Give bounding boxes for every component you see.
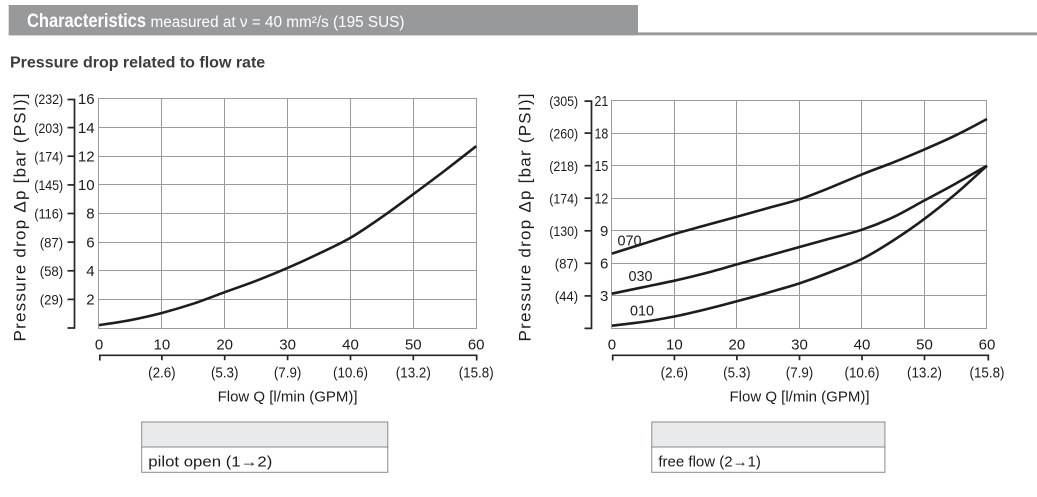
svg-text:(5.3): (5.3) (211, 366, 239, 382)
svg-text:Pressure drop Δp [bar (PSI)]: Pressure drop Δp [bar (PSI)] (516, 94, 535, 342)
svg-text:10: 10 (154, 337, 171, 354)
svg-text:Pressure drop Δp [bar (PSI)]: Pressure drop Δp [bar (PSI)] (11, 94, 30, 342)
svg-text:60: 60 (979, 337, 996, 354)
svg-text:(13.2): (13.2) (396, 366, 431, 382)
svg-text:14: 14 (78, 120, 95, 137)
svg-text:4: 4 (86, 263, 94, 280)
svg-text:(145): (145) (34, 177, 63, 193)
svg-text:Flow Q [l/min (GPM)]: Flow Q [l/min (GPM)] (218, 389, 358, 406)
svg-text:15: 15 (595, 158, 609, 175)
svg-text:030: 030 (629, 268, 653, 285)
svg-text:(305): (305) (549, 93, 578, 109)
svg-text:(15.8): (15.8) (459, 366, 494, 382)
svg-text:3: 3 (600, 288, 608, 305)
svg-text:Characteristics: Characteristics (27, 11, 146, 32)
svg-text:(87): (87) (40, 234, 64, 250)
svg-text:12: 12 (595, 190, 609, 207)
svg-text:Pressure drop related to flow: Pressure drop related to flow rate (10, 54, 265, 71)
svg-text:measured at ν = 40 mm²/s (195: measured at ν = 40 mm²/s (195 SUS) (151, 14, 405, 31)
svg-text:010: 010 (630, 302, 654, 319)
svg-text:(10.6): (10.6) (845, 366, 880, 382)
svg-text:40: 40 (854, 337, 871, 354)
svg-text:0: 0 (95, 337, 103, 354)
svg-text:16: 16 (78, 91, 95, 108)
svg-text:6: 6 (600, 256, 608, 273)
svg-text:(116): (116) (34, 206, 63, 222)
svg-text:070: 070 (618, 232, 642, 249)
svg-text:(29): (29) (40, 292, 64, 308)
svg-text:Flow Q [l/min (GPM)]: Flow Q [l/min (GPM)] (729, 389, 869, 406)
svg-text:(13.2): (13.2) (907, 366, 942, 382)
svg-text:(218): (218) (549, 158, 578, 174)
svg-text:(174): (174) (34, 148, 63, 164)
svg-text:(130): (130) (549, 223, 578, 239)
svg-text:(2.6): (2.6) (148, 366, 176, 382)
svg-text:12: 12 (78, 148, 95, 165)
svg-text:0: 0 (608, 337, 616, 354)
svg-text:pilot open (1→2): pilot open (1→2) (148, 453, 272, 470)
svg-text:(203): (203) (34, 120, 63, 136)
svg-text:60: 60 (468, 337, 485, 354)
svg-text:(7.9): (7.9) (274, 366, 302, 382)
svg-text:40: 40 (342, 337, 359, 354)
svg-text:21: 21 (595, 93, 609, 110)
svg-text:(174): (174) (549, 190, 578, 206)
svg-text:(232): (232) (34, 91, 63, 107)
svg-text:(260): (260) (549, 125, 578, 141)
svg-text:18: 18 (595, 125, 609, 142)
svg-text:20: 20 (216, 337, 233, 354)
svg-text:6: 6 (86, 234, 94, 251)
svg-text:2: 2 (86, 292, 94, 309)
svg-text:free flow (2→1): free flow (2→1) (658, 453, 761, 470)
svg-text:10: 10 (78, 177, 95, 194)
svg-text:(87): (87) (555, 256, 579, 272)
svg-text:50: 50 (405, 337, 422, 354)
svg-text:(7.9): (7.9) (786, 366, 814, 382)
svg-text:(10.6): (10.6) (333, 366, 368, 382)
svg-text:30: 30 (279, 337, 296, 354)
svg-text:(58): (58) (40, 263, 64, 279)
svg-text:10: 10 (666, 337, 683, 354)
svg-text:(5.3): (5.3) (723, 366, 751, 382)
svg-text:30: 30 (791, 337, 808, 354)
svg-text:(2.6): (2.6) (661, 366, 689, 382)
svg-text:50: 50 (916, 337, 933, 354)
svg-text:20: 20 (729, 337, 746, 354)
svg-text:9: 9 (600, 223, 608, 240)
svg-text:(44): (44) (555, 288, 579, 304)
svg-text:8: 8 (86, 206, 94, 223)
svg-text:(15.8): (15.8) (970, 366, 1005, 382)
